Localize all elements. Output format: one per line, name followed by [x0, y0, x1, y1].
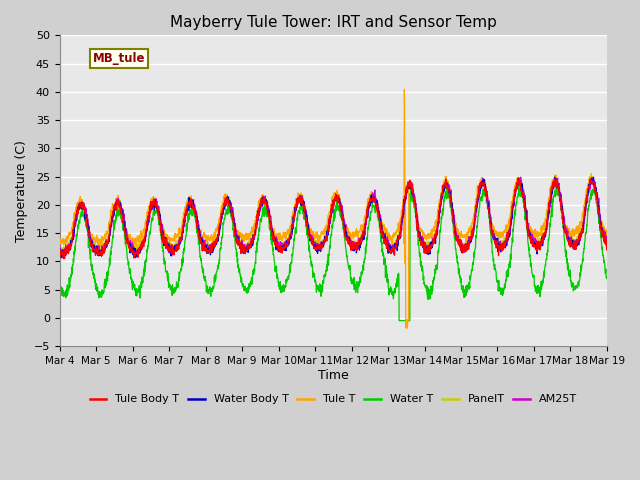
Text: MB_tule: MB_tule — [93, 52, 145, 65]
Y-axis label: Temperature (C): Temperature (C) — [15, 140, 28, 241]
Title: Mayberry Tule Tower: IRT and Sensor Temp: Mayberry Tule Tower: IRT and Sensor Temp — [170, 15, 497, 30]
Legend: Tule Body T, Water Body T, Tule T, Water T, PanelT, AM25T: Tule Body T, Water Body T, Tule T, Water… — [85, 390, 582, 409]
X-axis label: Time: Time — [318, 369, 349, 382]
